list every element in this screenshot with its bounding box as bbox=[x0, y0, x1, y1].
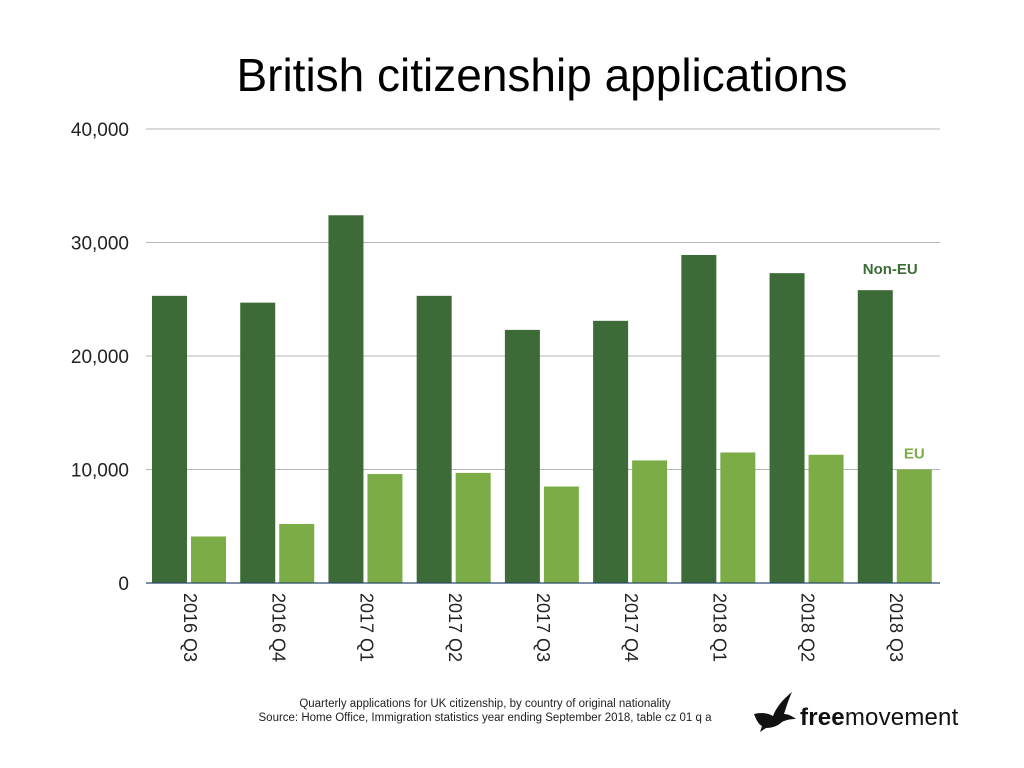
series-label-non-eu: Non-EU bbox=[863, 261, 918, 278]
series-label-eu: EU bbox=[904, 446, 925, 463]
logo-text: freemovement bbox=[800, 704, 958, 732]
x-tick-label: 2018 Q3 bbox=[886, 593, 906, 662]
y-tick-label: 40,000 bbox=[71, 120, 129, 141]
x-tick-label: 2017 Q2 bbox=[445, 593, 465, 662]
source-note: Quarterly applications for UK citizenshi… bbox=[240, 697, 730, 725]
bar-eu bbox=[543, 486, 579, 583]
bird-icon bbox=[754, 692, 796, 732]
freemovement-logo: freemovement bbox=[752, 688, 982, 738]
bar-eu bbox=[367, 474, 403, 583]
y-tick-label: 30,000 bbox=[71, 234, 129, 255]
bar-non-eu bbox=[416, 295, 452, 583]
bar-non-eu bbox=[328, 215, 364, 583]
bar-eu bbox=[279, 523, 315, 583]
bar-non-eu bbox=[681, 254, 717, 584]
series-labels: Non-EU EU bbox=[863, 261, 925, 462]
x-tick-label: 2017 Q3 bbox=[533, 593, 553, 662]
bar-eu bbox=[191, 536, 226, 583]
bar-non-eu bbox=[240, 302, 276, 583]
bar-eu bbox=[808, 454, 844, 583]
bar-non-eu bbox=[857, 290, 893, 583]
x-tick-label: 2017 Q1 bbox=[357, 593, 377, 662]
x-tick-label: 2016 Q4 bbox=[268, 593, 288, 662]
x-tick-label: 2018 Q1 bbox=[709, 593, 729, 662]
y-tick-label: 10,000 bbox=[71, 461, 129, 482]
caption-line-1: Quarterly applications for UK citizenshi… bbox=[299, 698, 671, 710]
bars bbox=[152, 215, 932, 584]
bar-non-eu bbox=[504, 329, 540, 583]
x-axis-ticks: 2016 Q3 2016 Q4 2017 Q1 2017 Q2 2017 Q3 2017 … bbox=[146, 582, 940, 662]
bar-eu bbox=[896, 469, 932, 583]
x-tick-label: 2017 Q4 bbox=[621, 593, 641, 662]
bar-non-eu bbox=[593, 320, 629, 583]
bar-eu bbox=[632, 460, 668, 583]
y-tick-label: 0 bbox=[118, 574, 129, 595]
x-tick-label: 2018 Q2 bbox=[798, 593, 818, 662]
bar-eu bbox=[455, 472, 491, 583]
chart-title: British citizenship applications bbox=[236, 49, 848, 101]
y-tick-label: 20,000 bbox=[71, 347, 129, 368]
logo-word-regular: movement bbox=[844, 704, 959, 731]
x-tick-label: 2016 Q3 bbox=[180, 593, 200, 662]
bar-non-eu bbox=[152, 295, 187, 583]
bar-non-eu bbox=[769, 273, 805, 583]
caption-line-2: Source: Home Office, Immigration statist… bbox=[258, 712, 712, 724]
logo-word-bold: free bbox=[800, 704, 845, 731]
bar-eu bbox=[720, 452, 756, 583]
gridlines bbox=[146, 128, 940, 470]
y-axis-ticks: 0 10,000 20,000 30,000 40,000 bbox=[71, 120, 129, 595]
